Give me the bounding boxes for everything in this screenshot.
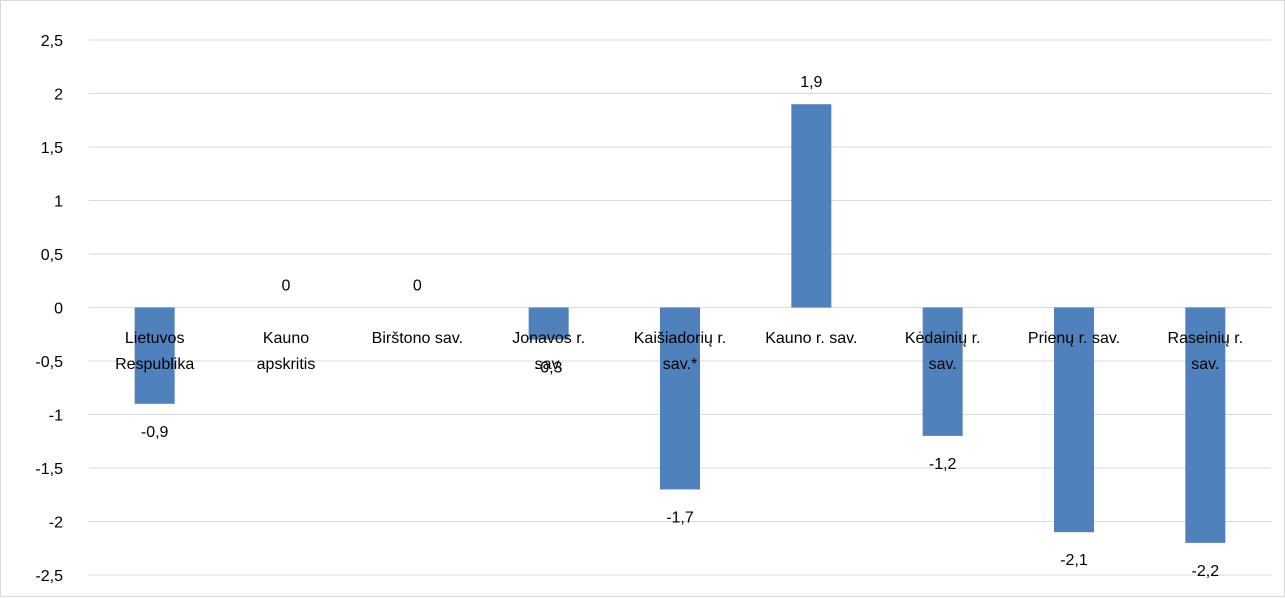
bar <box>134 307 175 404</box>
y-tick-label: -0,5 <box>35 354 63 371</box>
bars <box>134 104 1226 543</box>
y-tick-label: -1,5 <box>35 461 63 478</box>
category-label: Prienų r. sav. <box>1028 330 1120 347</box>
category-label: Lietuvos <box>125 330 185 347</box>
category-label: Kauno <box>263 330 309 347</box>
y-axis-tick-labels: -2,5 -2 -1,5 -1 -0,5 0 0,5 1 1,5 2 2,5 <box>35 33 63 585</box>
bar <box>791 104 832 308</box>
category-label: apskritis <box>257 356 316 373</box>
data-label: -2,1 <box>1060 552 1088 569</box>
category-label: Birštono sav. <box>372 330 463 347</box>
data-label: 0 <box>413 278 422 295</box>
data-label: -0,9 <box>141 424 169 441</box>
category-labels: Lietuvos Respublika Kauno apskritis Birštono… <box>115 330 1243 373</box>
category-label: Raseinių r. <box>1168 330 1244 347</box>
category-label: Jonavos r. <box>512 330 585 347</box>
data-labels: -0,9 0 0 -0,3 -1,7 1,9 -1,2 -2,1 -2,2 <box>141 74 1219 580</box>
data-label: -1,7 <box>666 509 694 526</box>
data-label: -2,2 <box>1192 563 1220 580</box>
bar <box>528 307 569 340</box>
bar <box>660 307 700 490</box>
y-tick-label: 1,5 <box>41 140 63 157</box>
bar <box>922 307 963 436</box>
bar <box>1054 307 1094 533</box>
y-tick-label: 0,5 <box>41 247 63 264</box>
data-label: 0 <box>282 278 291 295</box>
data-label: 1,9 <box>800 74 822 91</box>
category-label: Kėdainių r. <box>905 330 981 347</box>
y-tick-label: -2,5 <box>35 568 63 585</box>
y-tick-label: 2,5 <box>41 33 63 50</box>
category-label: sav. <box>929 356 957 373</box>
category-label: sav. <box>535 356 563 373</box>
category-label: sav. <box>1191 356 1219 373</box>
bar <box>1185 307 1226 543</box>
y-tick-label: 0 <box>54 301 63 318</box>
data-label: -0,3 <box>535 360 563 377</box>
category-label: sav.* <box>663 356 697 373</box>
category-label: Kauno r. sav. <box>765 330 857 347</box>
category-label: Respublika <box>115 356 194 373</box>
y-tick-label: 1 <box>54 194 63 211</box>
category-label: Kaišiadorių r. <box>634 330 727 347</box>
y-tick-label: 2 <box>54 87 63 104</box>
data-label: -1,2 <box>929 456 957 473</box>
y-tick-label: -2 <box>49 515 63 532</box>
y-tick-label: -1 <box>49 408 63 425</box>
